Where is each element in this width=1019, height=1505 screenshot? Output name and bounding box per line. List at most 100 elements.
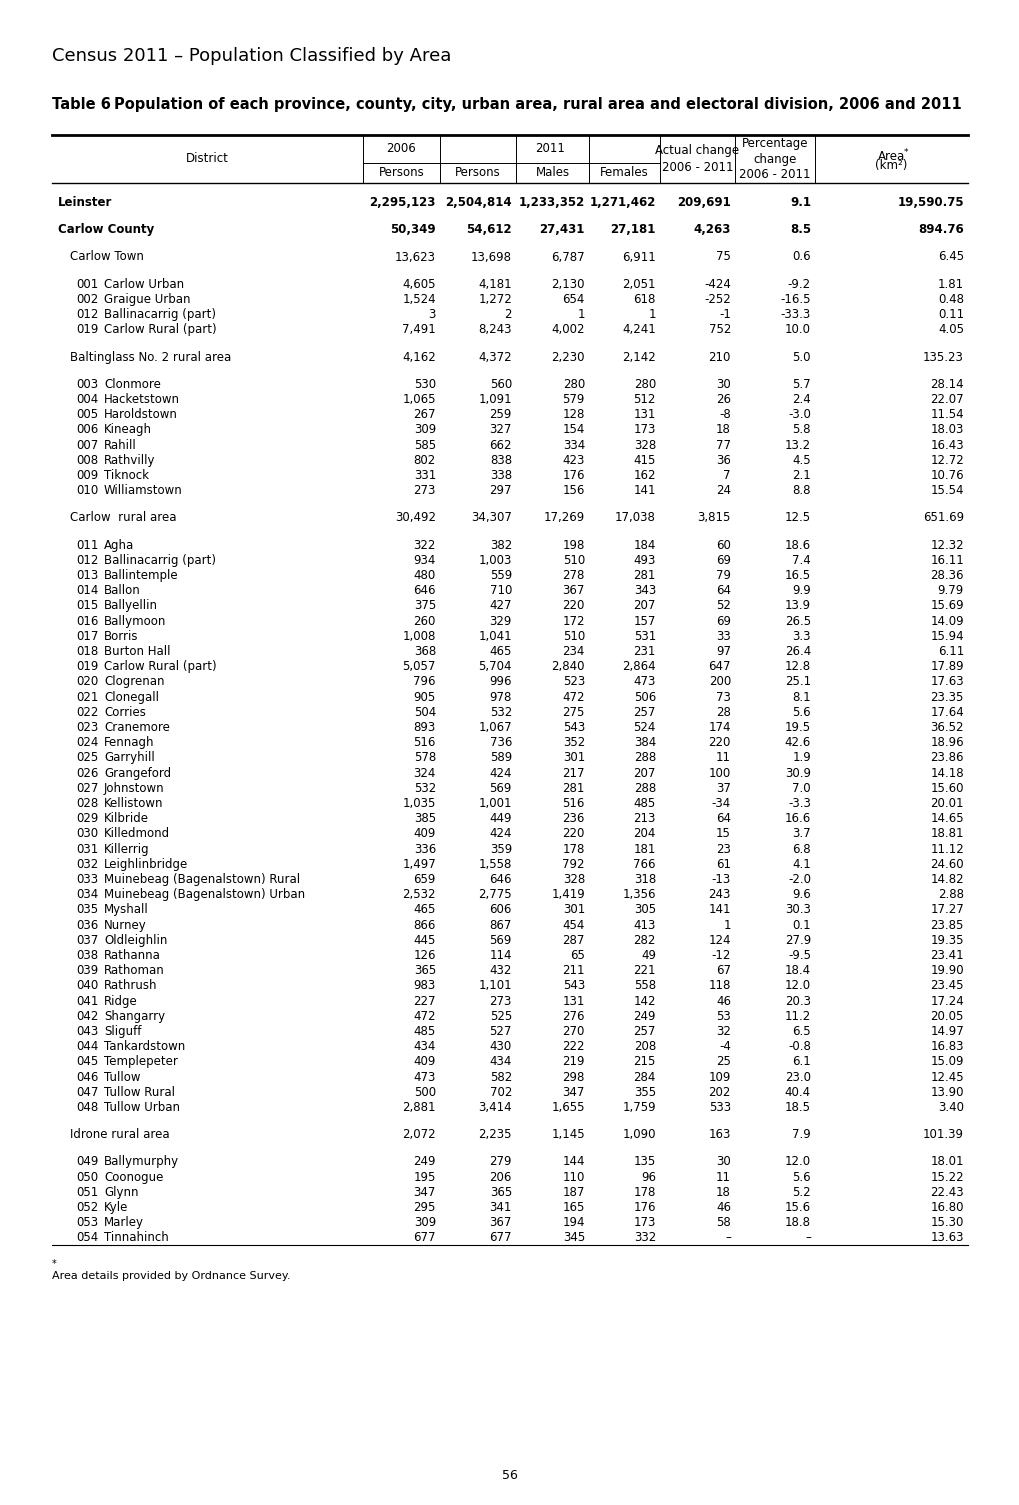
Text: 6.5: 6.5: [792, 1025, 810, 1038]
Text: 60: 60: [715, 539, 731, 551]
Text: 18.81: 18.81: [929, 828, 963, 840]
Text: 802: 802: [414, 453, 435, 467]
Text: Glynn: Glynn: [104, 1186, 139, 1198]
Text: 18.03: 18.03: [929, 423, 963, 436]
Text: 5.6: 5.6: [792, 706, 810, 719]
Text: Killerrig: Killerrig: [104, 843, 150, 855]
Text: Ballinacarrig (part): Ballinacarrig (part): [104, 309, 216, 321]
Text: 260: 260: [414, 614, 435, 628]
Text: 4,263: 4,263: [693, 223, 731, 236]
Text: 454: 454: [562, 918, 585, 932]
Text: 480: 480: [414, 569, 435, 582]
Text: 560: 560: [489, 378, 512, 391]
Text: 365: 365: [489, 1186, 512, 1198]
Text: Females: Females: [599, 167, 648, 179]
Text: 2,072: 2,072: [401, 1129, 435, 1141]
Text: 1,065: 1,065: [403, 393, 435, 406]
Text: 341: 341: [489, 1201, 512, 1215]
Text: 018: 018: [76, 646, 98, 658]
Text: 9.9: 9.9: [792, 584, 810, 597]
Text: 301: 301: [562, 903, 585, 917]
Text: 12.32: 12.32: [929, 539, 963, 551]
Text: 493: 493: [633, 554, 655, 567]
Text: 019: 019: [76, 661, 98, 673]
Text: Ballymurphy: Ballymurphy: [104, 1156, 179, 1168]
Text: 042: 042: [76, 1010, 98, 1023]
Text: 1,041: 1,041: [478, 629, 512, 643]
Text: 0.6: 0.6: [792, 250, 810, 263]
Text: 9.1: 9.1: [790, 196, 810, 209]
Text: Population of each province, county, city, urban area, rural area and electoral : Population of each province, county, cit…: [114, 96, 961, 111]
Text: 96: 96: [640, 1171, 655, 1183]
Text: 532: 532: [489, 706, 512, 719]
Text: 533: 533: [708, 1100, 731, 1114]
Text: 49: 49: [640, 948, 655, 962]
Text: 866: 866: [414, 918, 435, 932]
Text: 28.14: 28.14: [929, 378, 963, 391]
Text: 504: 504: [414, 706, 435, 719]
Text: 16.83: 16.83: [929, 1040, 963, 1054]
Text: 109: 109: [708, 1070, 731, 1084]
Text: -3.3: -3.3: [788, 798, 810, 810]
Text: 154: 154: [562, 423, 585, 436]
Text: -13: -13: [711, 873, 731, 886]
Text: 259: 259: [489, 408, 512, 421]
Text: 905: 905: [414, 691, 435, 703]
Text: 297: 297: [489, 485, 512, 497]
Text: 2,840: 2,840: [551, 661, 585, 673]
Text: 046: 046: [76, 1070, 98, 1084]
Text: 77: 77: [715, 438, 731, 452]
Text: 18.01: 18.01: [929, 1156, 963, 1168]
Text: 328: 328: [633, 438, 655, 452]
Text: Johnstown: Johnstown: [104, 781, 164, 795]
Text: 209,691: 209,691: [677, 196, 731, 209]
Text: –: –: [804, 1231, 810, 1245]
Text: 0.11: 0.11: [936, 309, 963, 321]
Text: 8.8: 8.8: [792, 485, 810, 497]
Text: Haroldstown: Haroldstown: [104, 408, 177, 421]
Text: 13,623: 13,623: [394, 250, 435, 263]
Text: 3.40: 3.40: [937, 1100, 963, 1114]
Text: 044: 044: [76, 1040, 98, 1054]
Text: 18.96: 18.96: [929, 736, 963, 749]
Text: 347: 347: [562, 1085, 585, 1099]
Text: 045: 045: [76, 1055, 98, 1069]
Text: -424: -424: [703, 278, 731, 290]
Text: Graigue Urban: Graigue Urban: [104, 293, 191, 306]
Text: Tinnahinch: Tinnahinch: [104, 1231, 168, 1245]
Text: -12: -12: [711, 948, 731, 962]
Text: 1: 1: [577, 309, 585, 321]
Text: 367: 367: [562, 584, 585, 597]
Text: 384: 384: [633, 736, 655, 749]
Text: 025: 025: [76, 751, 98, 765]
Text: -3.0: -3.0: [788, 408, 810, 421]
Text: 279: 279: [489, 1156, 512, 1168]
Text: 016: 016: [76, 614, 98, 628]
Text: 2.4: 2.4: [792, 393, 810, 406]
Text: 332: 332: [633, 1231, 655, 1245]
Text: 034: 034: [76, 888, 98, 901]
Text: 385: 385: [414, 813, 435, 825]
Text: 677: 677: [413, 1231, 435, 1245]
Text: 198: 198: [562, 539, 585, 551]
Text: 423: 423: [562, 453, 585, 467]
Text: 36: 36: [715, 453, 731, 467]
Text: 46: 46: [715, 1201, 731, 1215]
Text: 32: 32: [715, 1025, 731, 1038]
Text: Carlow County: Carlow County: [58, 223, 154, 236]
Text: 75: 75: [715, 250, 731, 263]
Text: 7,491: 7,491: [401, 324, 435, 336]
Text: 37: 37: [715, 781, 731, 795]
Text: 4,372: 4,372: [478, 351, 512, 364]
Text: Rathrush: Rathrush: [104, 980, 157, 992]
Text: 27,431: 27,431: [539, 223, 585, 236]
Text: 15.69: 15.69: [929, 599, 963, 613]
Text: 5.6: 5.6: [792, 1171, 810, 1183]
Text: 26.5: 26.5: [784, 614, 810, 628]
Text: 434: 434: [489, 1055, 512, 1069]
Text: 1,271,462: 1,271,462: [589, 196, 655, 209]
Text: 485: 485: [414, 1025, 435, 1038]
Text: 178: 178: [633, 1186, 655, 1198]
Text: 329: 329: [489, 614, 512, 628]
Text: 9.6: 9.6: [792, 888, 810, 901]
